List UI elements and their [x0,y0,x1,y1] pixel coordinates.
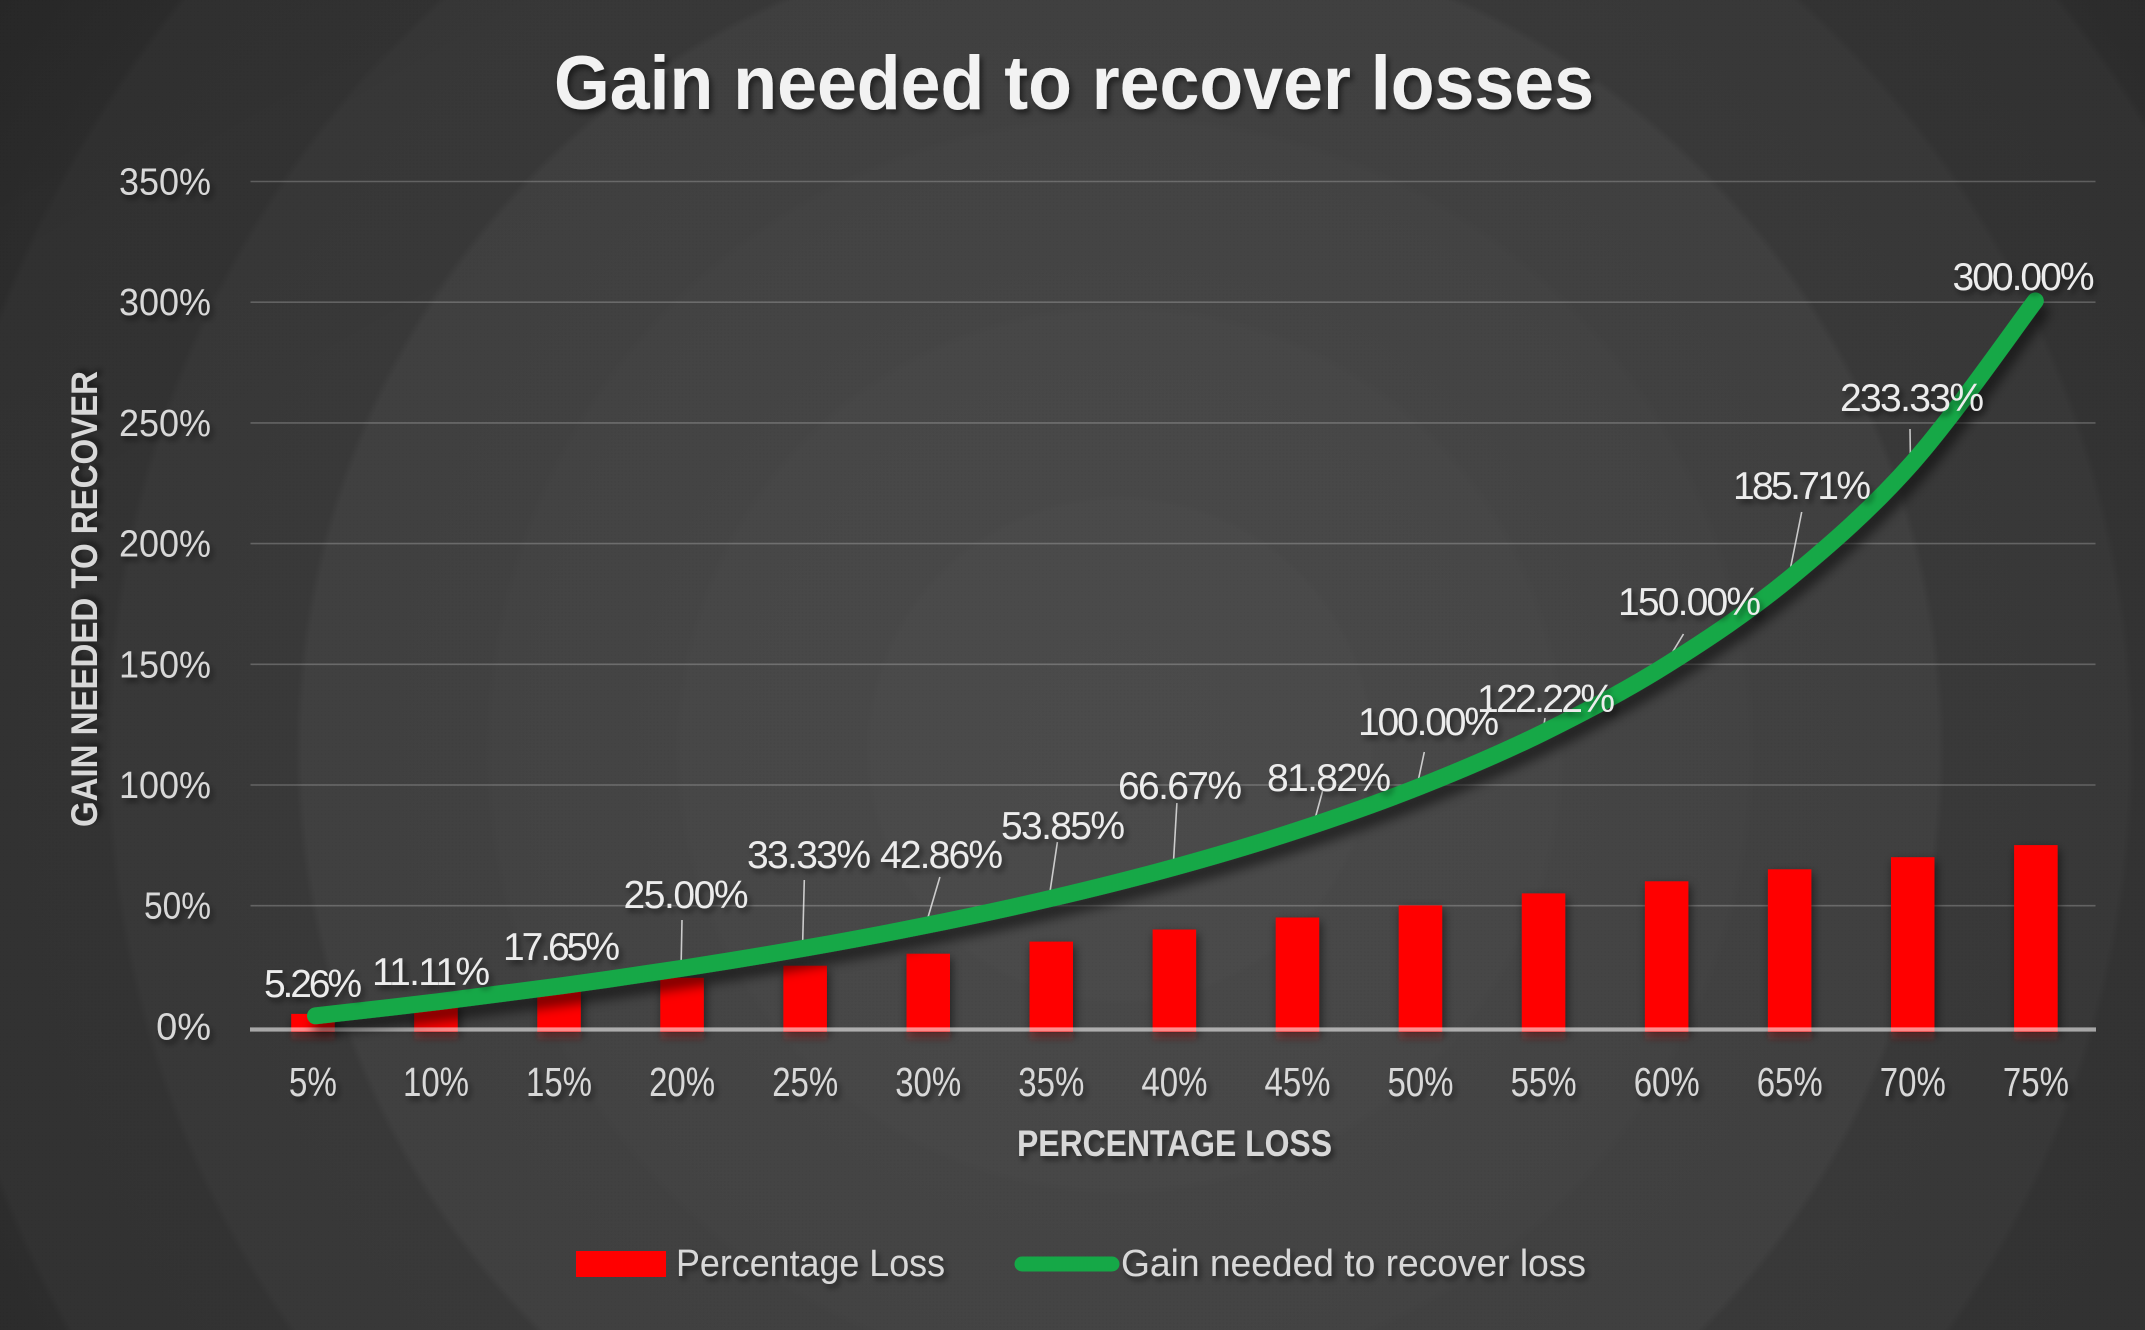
svg-text:60%: 60% [1634,1059,1700,1105]
svg-text:25%: 25% [772,1059,838,1105]
svg-text:35%: 35% [1018,1059,1084,1105]
svg-text:50%: 50% [144,886,211,928]
svg-text:Gain needed to recover losses: Gain needed to recover losses [554,41,1594,126]
svg-text:55%: 55% [1511,1059,1577,1105]
svg-text:Gain needed to recover loss: Gain needed to recover loss [1121,1243,1586,1285]
svg-text:122.22%: 122.22% [1477,678,1615,721]
svg-text:40%: 40% [1141,1059,1207,1105]
svg-text:0%: 0% [156,1006,211,1048]
svg-text:100%: 100% [119,765,211,807]
svg-text:30%: 30% [895,1059,961,1105]
svg-text:33.33%: 33.33% [747,834,871,877]
svg-text:PERCENTAGE LOSS: PERCENTAGE LOSS [1017,1123,1332,1164]
svg-text:300%: 300% [119,282,211,324]
svg-text:45%: 45% [1265,1059,1331,1105]
svg-text:50%: 50% [1388,1059,1454,1105]
svg-text:200%: 200% [119,524,211,566]
svg-text:GAIN NEEDED TO RECOVER: GAIN NEEDED TO RECOVER [64,371,105,827]
svg-text:53.85%: 53.85% [1001,805,1125,848]
svg-text:75%: 75% [2003,1059,2069,1105]
svg-text:5%: 5% [289,1059,337,1105]
svg-text:20%: 20% [649,1059,715,1105]
svg-text:70%: 70% [1880,1059,1946,1105]
svg-text:17.65%: 17.65% [503,926,620,969]
svg-text:350%: 350% [119,162,211,204]
svg-text:233.33%: 233.33% [1840,377,1984,420]
svg-text:185.71%: 185.71% [1733,465,1871,508]
svg-text:150%: 150% [119,644,211,686]
svg-text:81.82%: 81.82% [1267,757,1391,800]
svg-text:250%: 250% [119,403,211,445]
svg-text:Percentage Loss: Percentage Loss [676,1243,945,1285]
svg-text:11.11%: 11.11% [372,951,490,994]
svg-text:5.26%: 5.26% [264,963,362,1006]
svg-text:15%: 15% [526,1059,592,1105]
svg-text:150.00%: 150.00% [1618,581,1761,624]
svg-text:100.00%: 100.00% [1358,701,1499,744]
svg-text:66.67%: 66.67% [1118,765,1242,808]
svg-text:10%: 10% [403,1059,469,1105]
svg-text:65%: 65% [1757,1059,1823,1105]
svg-text:300.00%: 300.00% [1953,256,2095,299]
svg-text:25.00%: 25.00% [624,874,749,917]
svg-text:42.86%: 42.86% [880,834,1003,877]
